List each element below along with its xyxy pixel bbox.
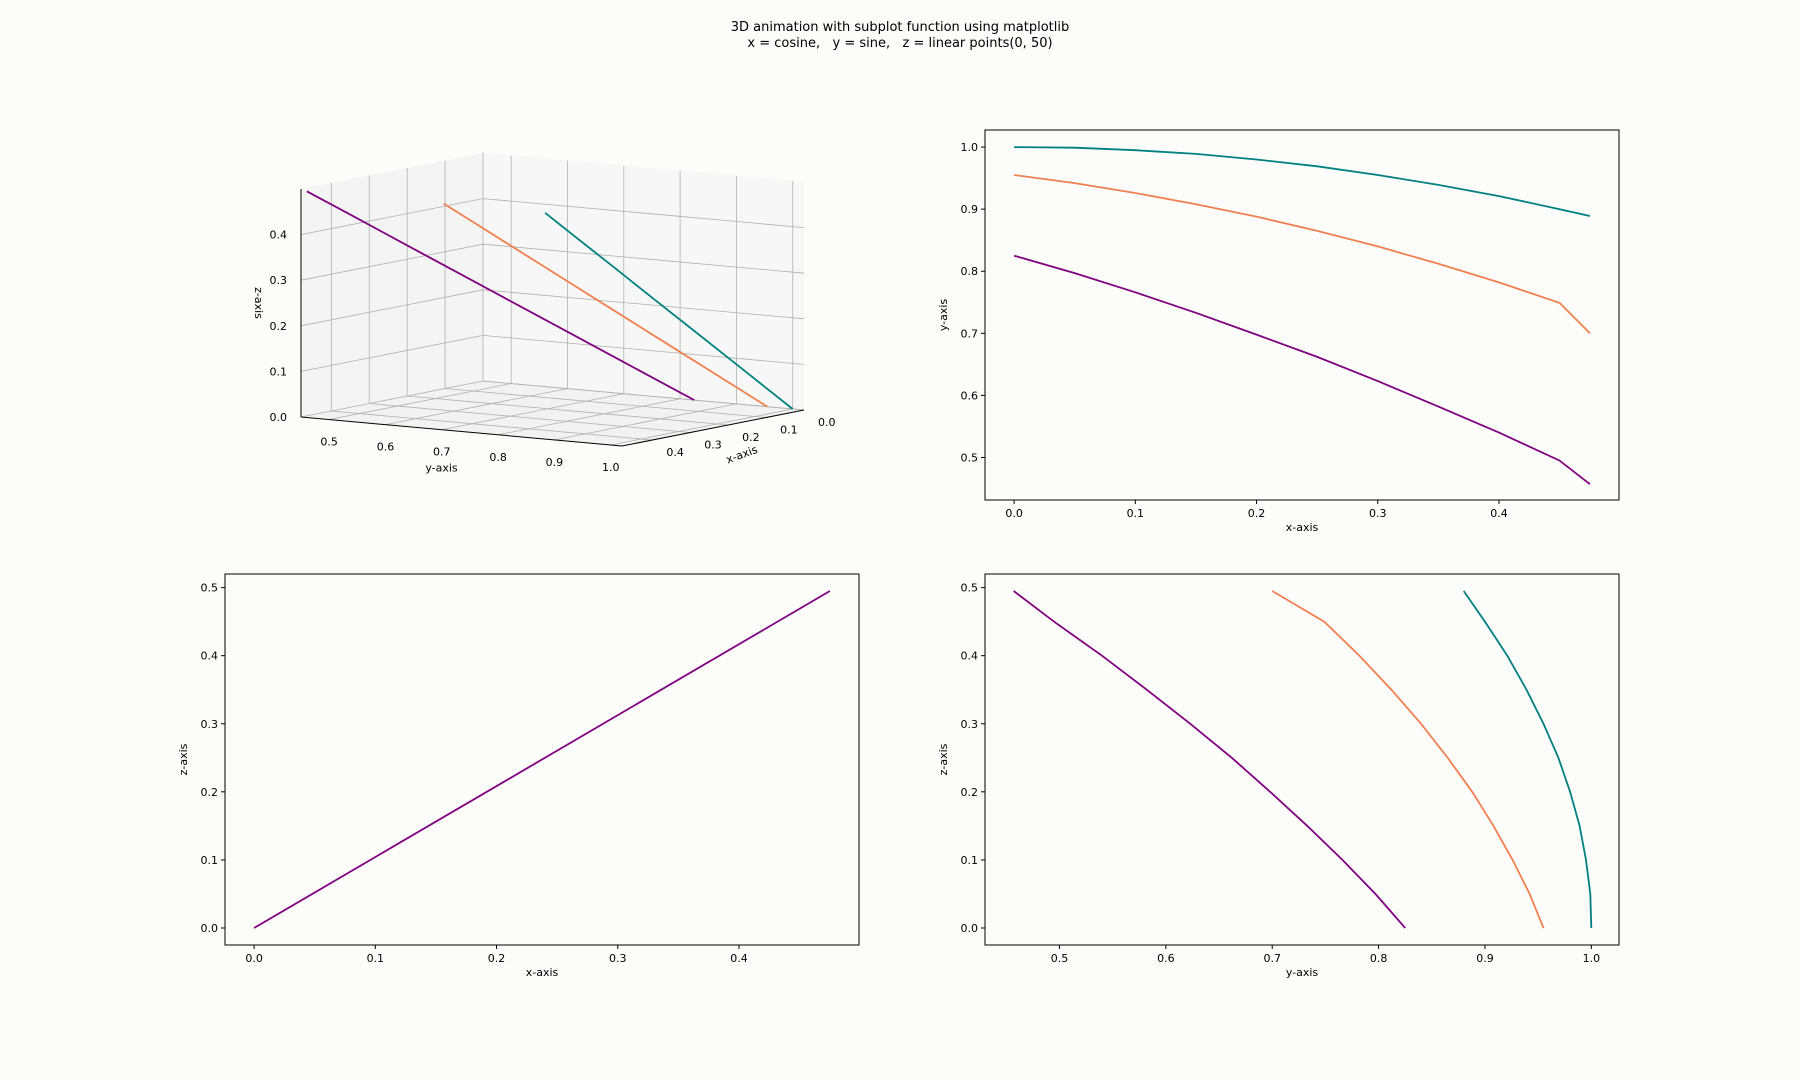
series-line: [1462, 590, 1593, 929]
series-line: [1013, 590, 1406, 929]
x-tick-label: 0.1: [780, 424, 798, 437]
axes-frame: [224, 573, 860, 946]
grid-line: [482, 198, 805, 228]
series-line: [1271, 590, 1545, 929]
x-tick-label: 0.2: [488, 952, 506, 965]
series-line-3d: [306, 190, 695, 401]
grid-line: [300, 380, 484, 418]
y-tick-label: 0.6: [961, 389, 979, 402]
y-tick-label: 0.2: [201, 786, 219, 799]
z-tick-label: 0.1: [270, 365, 288, 378]
x-tick-label: 1.0: [1583, 952, 1601, 965]
x-axis-label: x-axis: [1286, 521, 1319, 534]
z-tick-label: 0.4: [270, 229, 288, 242]
x-axis-label: x-axis: [526, 966, 559, 979]
series-line-3d: [443, 202, 768, 408]
y-tick-label: 0.4: [961, 650, 979, 663]
x-axis-label: y-axis: [1286, 966, 1319, 979]
figure-subtitle: x = cosine, y = sine, z = linear points(…: [747, 36, 1053, 51]
grid-line: [482, 335, 805, 365]
y-tick-label: 0.5: [961, 582, 979, 595]
grid-line: [300, 289, 484, 327]
y-axis-label: z-axis: [177, 743, 190, 775]
x-tick-label: 0.1: [1127, 507, 1145, 520]
y-tick-label: 0.3: [201, 718, 219, 731]
y-tick-label: 0.1: [961, 854, 979, 867]
y-tick-label: 0.0: [201, 922, 219, 935]
y-axis-label: y-axis: [937, 299, 950, 332]
series-line: [253, 590, 831, 929]
grid-line: [482, 380, 805, 411]
y-tick-label: 1.0: [602, 461, 620, 474]
grid-line: [445, 388, 767, 418]
series-line: [1014, 146, 1591, 217]
z-tick-label: 0.2: [270, 320, 288, 333]
x-tick-label: 0.4: [666, 446, 684, 459]
x-tick-label: 0.3: [704, 439, 722, 452]
y-tick-label: 0.7: [961, 327, 979, 340]
y-tick-label: 0.0: [961, 922, 979, 935]
z-axis-label: z-axis: [252, 287, 265, 319]
grid-line: [331, 410, 653, 441]
y-axis-label: z-axis: [937, 743, 950, 775]
grid-line: [300, 243, 484, 281]
y-tick-label: 0.3: [961, 718, 979, 731]
x-tick-label: 0.2: [1248, 507, 1266, 520]
axes-frame: [984, 129, 1620, 501]
grid-line: [482, 243, 805, 274]
x-tick-label: 0.9: [1476, 952, 1494, 965]
y-tick-label: 0.9: [961, 203, 979, 216]
x-tick-label: 0.2: [742, 431, 760, 444]
grid-line: [407, 395, 729, 426]
x-tick-label: 0.0: [818, 416, 836, 429]
y-tick-label: 0.5: [961, 451, 979, 464]
series-line-3d: [544, 212, 794, 410]
y-tick-label: 0.7: [433, 446, 451, 459]
pane-left: [301, 153, 483, 417]
y-tick-label: 0.8: [489, 451, 507, 464]
grid-line: [482, 289, 805, 320]
x-tick-label: 0.7: [1263, 952, 1281, 965]
y-tick-label: 0.8: [961, 265, 979, 278]
y-tick-label: 0.4: [201, 650, 219, 663]
x-tick-label: 0.4: [730, 952, 748, 965]
x-axis-line: [621, 409, 805, 447]
x-tick-label: 0.1: [367, 952, 385, 965]
subplot-x-z: 0.0 0.1 0.2 0.3 0.4 0.0 0.1 0.2 0.3 0.4 0.5 x-axis z…: [177, 573, 860, 979]
axes-frame: [984, 573, 1620, 946]
subplot-3d: 0.5 0.6 0.7 0.8 0.9 1.0 0.0 0.1 0.2 0.3 0.4 0.0 0.1 0…: [252, 153, 836, 475]
y-tick-label: 0.5: [201, 582, 219, 595]
y-tick-label: 1.0: [961, 141, 979, 154]
y-tick-label: 0.9: [546, 456, 564, 469]
grid-line: [300, 335, 484, 372]
y-tick-label: 0.1: [201, 854, 219, 867]
x-tick-label: 0.8: [1370, 952, 1388, 965]
figure-title: 3D animation with subplot function using…: [730, 20, 1070, 35]
pane-back: [483, 153, 804, 410]
y-tick-label: 0.6: [377, 441, 395, 454]
series-line: [1013, 174, 1591, 334]
y-axis-label: y-axis: [425, 462, 458, 475]
grid-line: [369, 403, 691, 433]
grid-line: [300, 198, 484, 235]
x-axis-label: x-axis: [724, 443, 759, 466]
x-tick-label: 0.6: [1157, 952, 1175, 965]
series-line: [1013, 254, 1591, 485]
x-tick-label: 0.4: [1490, 507, 1508, 520]
y-tick-label: 0.2: [961, 786, 979, 799]
x-tick-label: 0.5: [1051, 952, 1069, 965]
z-tick-label: 0.3: [270, 274, 288, 287]
x-tick-label: 0.3: [609, 952, 627, 965]
y-tick-label: 0.5: [320, 436, 338, 449]
x-tick-label: 0.3: [1369, 507, 1387, 520]
x-tick-label: 0.0: [245, 952, 263, 965]
subplot-y-z: 0.5 0.6 0.7 0.8 0.9 1.0 0.0 0.1 0.2 0.3 0.4 0.5 y-ax…: [937, 573, 1620, 979]
x-tick-label: 0.0: [1005, 507, 1023, 520]
z-tick-label: 0.0: [270, 411, 288, 424]
pane-floor: [301, 381, 804, 446]
subplot-x-y: 0.0 0.1 0.2 0.3 0.4 0.5 0.6 0.7 0.8 0.9 1.0 x-axis y…: [937, 129, 1620, 534]
y-axis-line: [300, 416, 623, 447]
